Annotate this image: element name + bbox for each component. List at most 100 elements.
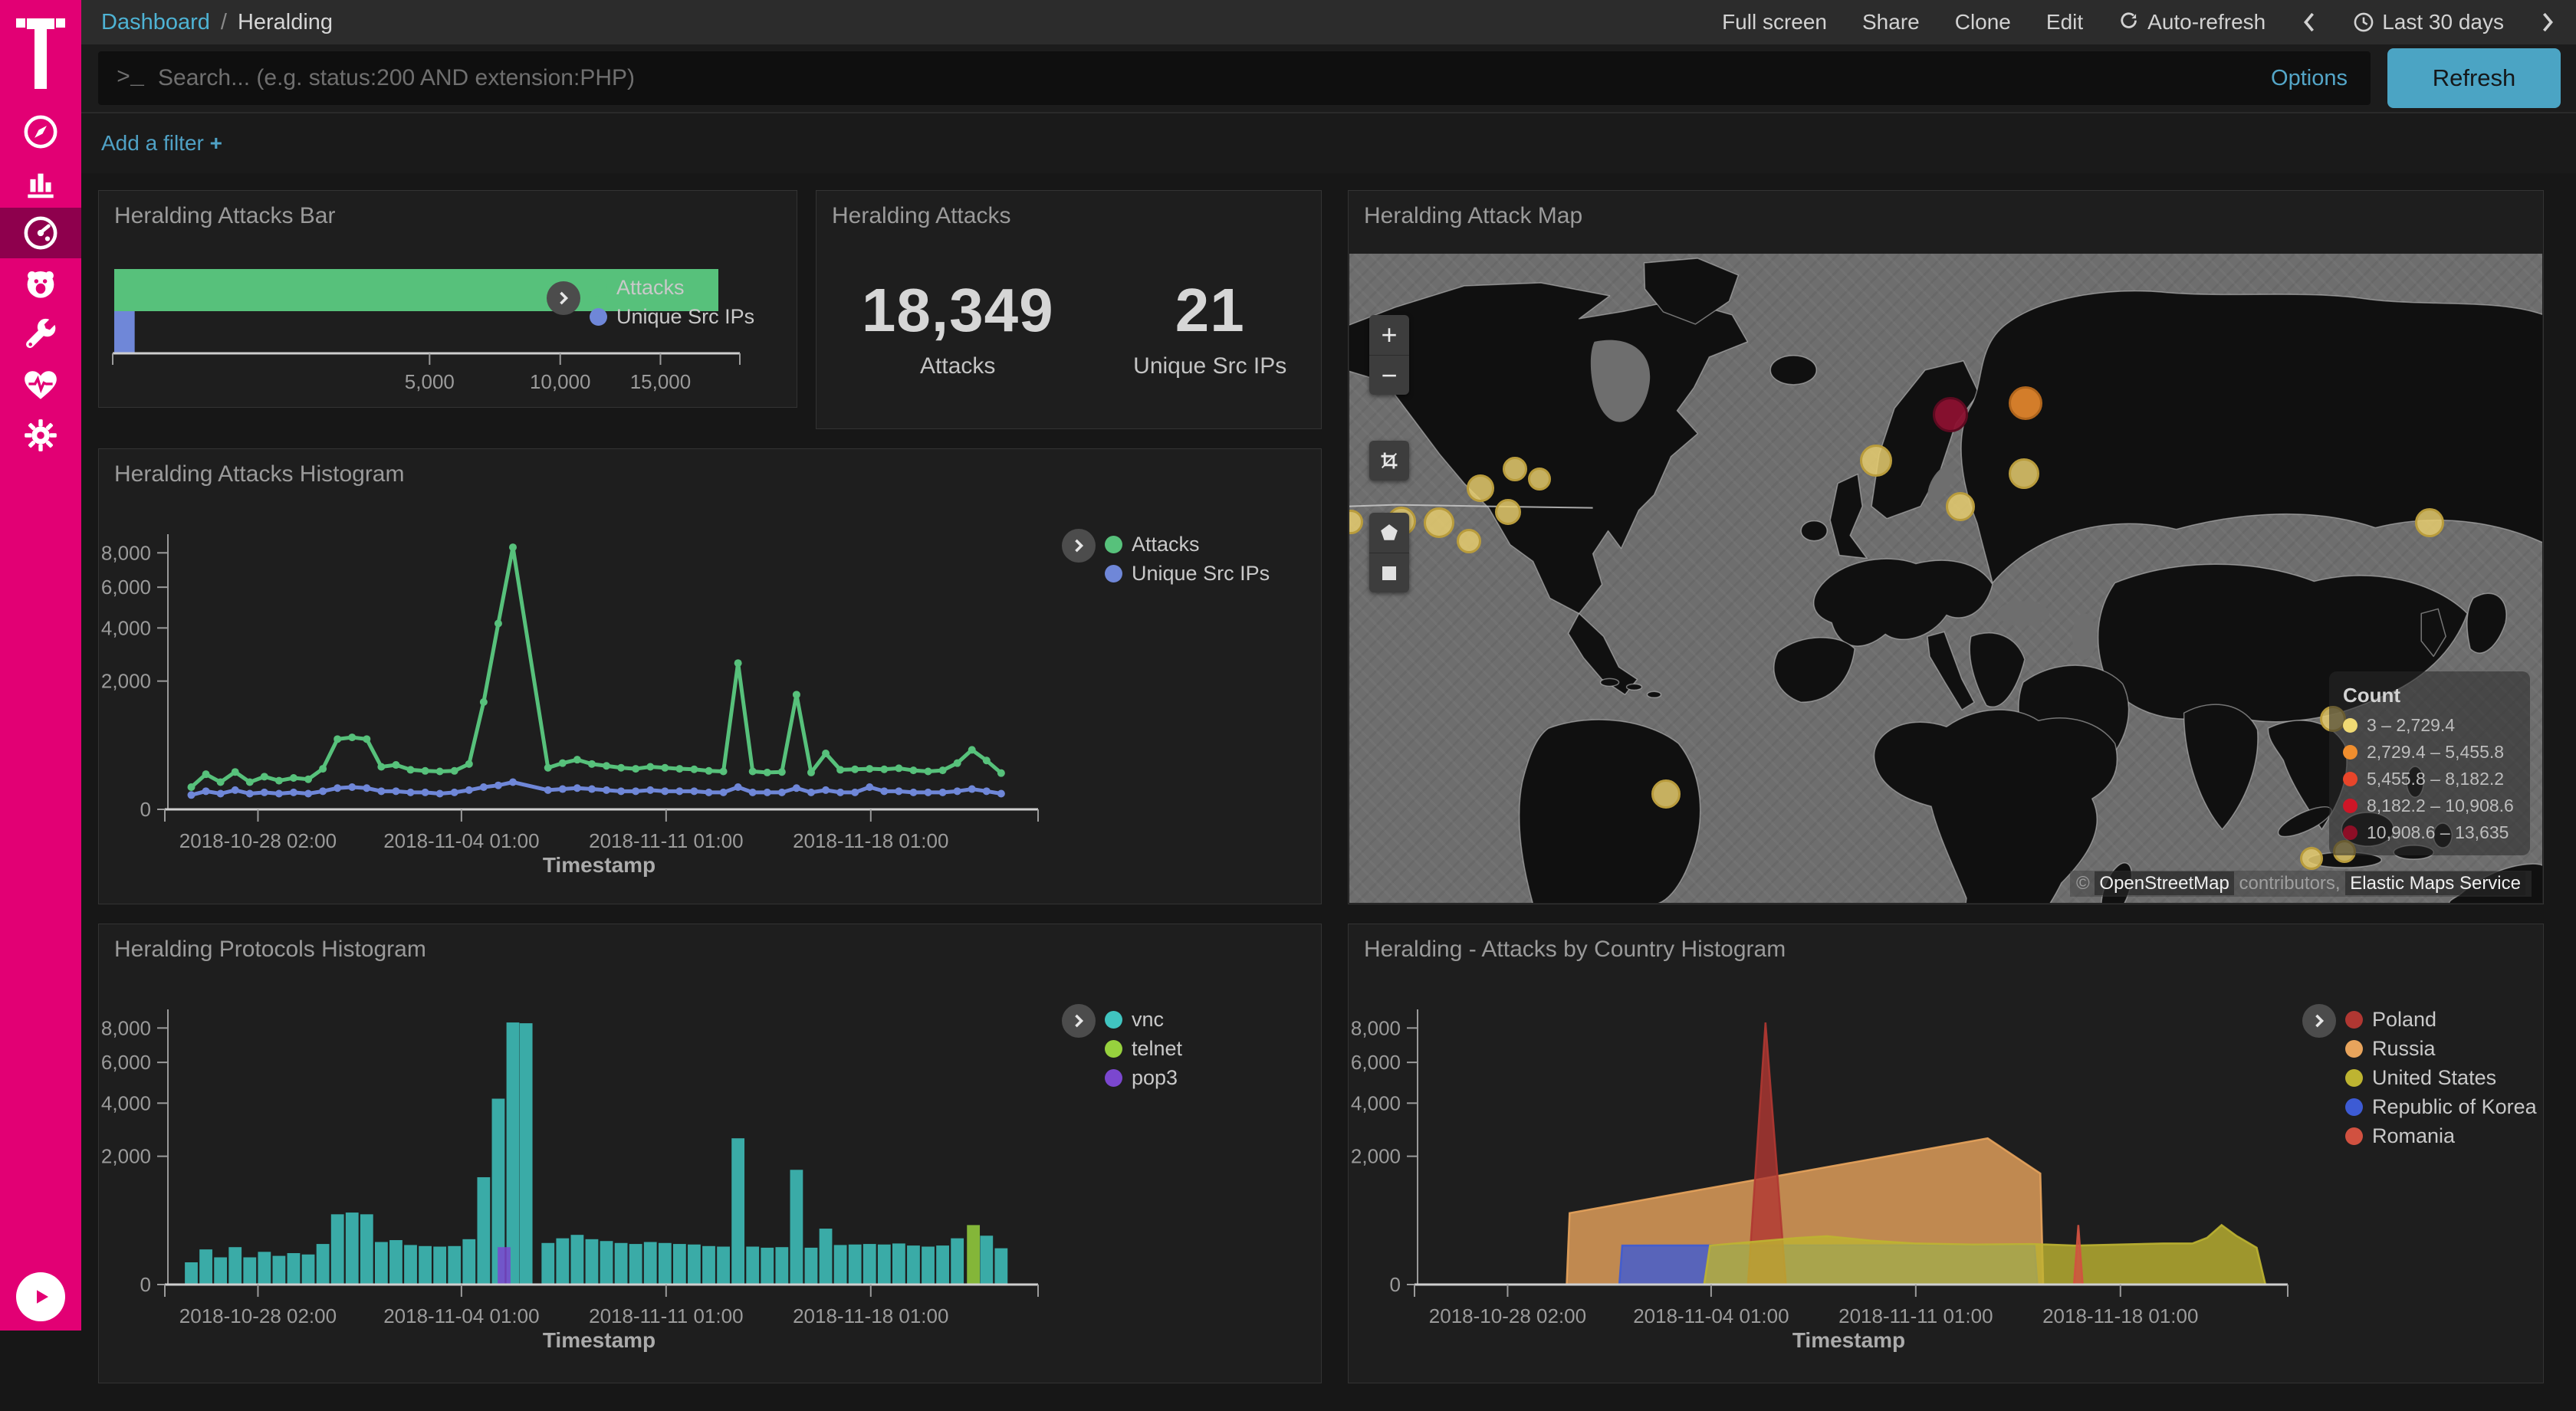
polygon-tool-button[interactable] <box>1369 513 1409 553</box>
zoom-in-button[interactable]: + <box>1369 315 1409 355</box>
attack-circle-low[interactable] <box>2415 508 2444 537</box>
svg-text:2,000: 2,000 <box>101 670 151 693</box>
attack-circle-mid[interactable] <box>2009 386 2042 420</box>
legend-dot <box>1105 536 1122 553</box>
auto-refresh-button[interactable]: Auto-refresh <box>2118 10 2266 34</box>
map-count-legend: Count 3 – 2,729.4 2,729.4 – 5,455.8 5,45… <box>2329 671 2530 855</box>
attack-circle-low[interactable] <box>1528 468 1551 491</box>
add-filter-link[interactable]: Add a filter + <box>101 131 222 156</box>
map-draw-controls <box>1369 513 1409 592</box>
sidebar-item-monitoring[interactable] <box>0 359 81 410</box>
legend-toggle-button[interactable] <box>1062 1004 1096 1038</box>
attack-circle-low[interactable] <box>1424 507 1454 538</box>
chevron-right-icon <box>2309 1011 2329 1031</box>
sidebar-item-visualize[interactable] <box>0 157 81 208</box>
panel-heralding-attacks-metric: Heralding Attacks 18,349 Attacks 21 Uniq… <box>816 190 1322 429</box>
legend-dot <box>2343 745 2358 760</box>
query-input-box[interactable]: >_ Options <box>98 51 2371 105</box>
legend-item[interactable]: Attacks <box>1105 535 1270 553</box>
time-range-picker[interactable]: Last 30 days <box>2353 10 2504 34</box>
bar-chart-icon <box>21 163 60 202</box>
legend-item[interactable]: Attacks <box>590 278 754 297</box>
time-range-forward-button[interactable] <box>2539 11 2556 34</box>
legend-dot <box>590 308 607 326</box>
refresh-button[interactable]: Refresh <box>2387 48 2561 108</box>
rectangle-tool-button[interactable] <box>1369 553 1409 592</box>
legend-item[interactable]: pop3 <box>1105 1068 1182 1087</box>
legend-item[interactable]: Unique Src IPs <box>1105 564 1270 582</box>
attack-circle-low[interactable] <box>2300 847 2323 870</box>
attack-circle-low[interactable] <box>2009 458 2039 489</box>
svg-text:4,000: 4,000 <box>101 1091 151 1114</box>
attack-circle-low[interactable] <box>1946 492 1975 521</box>
attack-circle-low[interactable] <box>1495 499 1521 525</box>
svg-text:2018-11-11 01:00: 2018-11-11 01:00 <box>589 1304 743 1327</box>
time-range-back-button[interactable] <box>2301 11 2318 34</box>
sidebar-item-discover[interactable] <box>0 107 81 157</box>
svg-text:Timestamp: Timestamp <box>543 1328 656 1352</box>
legend-dot <box>2345 1127 2363 1145</box>
search-input[interactable] <box>158 65 2271 91</box>
attack-circle-high[interactable] <box>1933 397 1968 432</box>
map-crop-control <box>1369 441 1409 481</box>
panel-heralding-attacks-histogram: Heralding Attacks Histogram 02,0004,0006… <box>98 448 1322 904</box>
breadcrumb-separator: / <box>221 10 227 35</box>
elastic-maps-service-link[interactable]: Elastic Maps Service <box>2345 871 2525 895</box>
svg-text:2,000: 2,000 <box>1351 1145 1401 1168</box>
panel-heralding-attack-map: Heralding Attack Map <box>1348 190 2544 904</box>
telekom-logo[interactable] <box>0 15 81 92</box>
legend-dot <box>2345 1069 2363 1087</box>
query-prompt-icon: >_ <box>117 65 144 91</box>
top-menu: Full screen Share Clone Edit Auto-refres… <box>1722 10 2556 34</box>
legend-item[interactable]: Unique Src IPs <box>590 307 754 326</box>
svg-text:Timestamp: Timestamp <box>543 853 656 877</box>
attack-circle-low[interactable] <box>1467 474 1494 502</box>
legend-toggle-button[interactable] <box>547 281 580 315</box>
legend-toggle-button[interactable] <box>2302 1004 2336 1038</box>
legend-dot <box>2343 799 2358 813</box>
zoom-out-button[interactable]: − <box>1369 355 1409 395</box>
clone-button[interactable]: Clone <box>1955 10 2011 34</box>
chart-legend: vnc telnet pop3 <box>1105 1010 1182 1087</box>
square-icon <box>1380 564 1398 582</box>
chart-legend: Attacks Unique Src IPs <box>1105 535 1270 582</box>
metric-attacks: 18,349 Attacks <box>816 275 1099 379</box>
share-button[interactable]: Share <box>1862 10 1920 34</box>
gauge-icon <box>21 214 60 252</box>
metric-label: Unique Src IPs <box>1099 353 1321 379</box>
metric-body: 18,349 Attacks 21 Unique Src IPs <box>816 275 1321 379</box>
breadcrumb-dashboard-link[interactable]: Dashboard <box>101 10 210 35</box>
svg-text:2018-11-04 01:00: 2018-11-04 01:00 <box>383 829 539 852</box>
legend-item[interactable]: telnet <box>1105 1039 1182 1058</box>
legend-item[interactable]: Republic of Korea <box>2345 1098 2537 1116</box>
chart-legend: Attacks Unique Src IPs <box>590 278 754 326</box>
svg-text:8,000: 8,000 <box>1351 1016 1401 1039</box>
edit-button[interactable]: Edit <box>2046 10 2083 34</box>
legend-toggle-button[interactable] <box>1062 529 1096 563</box>
top-navigation-bar: Dashboard / Heralding Full screen Share … <box>81 0 2576 44</box>
sidebar-collapse-button[interactable] <box>16 1272 65 1321</box>
svg-text:0: 0 <box>1390 1273 1401 1296</box>
legend-item[interactable]: Russia <box>2345 1039 2537 1058</box>
map-zoom-controls: + − <box>1369 315 1409 395</box>
crop-tool-button[interactable] <box>1369 441 1409 481</box>
metric-unique-src-ips: 21 Unique Src IPs <box>1099 275 1321 379</box>
sidebar-item-management[interactable] <box>0 410 81 461</box>
panel-title: Heralding Attacks <box>832 203 1010 229</box>
sidebar-item-dev-tools[interactable] <box>0 309 81 359</box>
attack-circle-low[interactable] <box>1457 529 1481 553</box>
attack-circle-low[interactable] <box>1503 457 1527 481</box>
attack-circle-low[interactable] <box>1860 445 1892 477</box>
legend-item[interactable]: Poland <box>2345 1010 2537 1029</box>
world-map[interactable]: + − Co <box>1349 254 2542 903</box>
openstreetmap-link[interactable]: OpenStreetMap <box>2095 871 2233 895</box>
legend-item[interactable]: vnc <box>1105 1010 1182 1029</box>
sidebar-item-timelion[interactable] <box>0 258 81 309</box>
query-options-link[interactable]: Options <box>2271 66 2348 91</box>
legend-item[interactable]: Romania <box>2345 1127 2537 1145</box>
sidebar-item-dashboard[interactable] <box>0 208 81 258</box>
legend-item[interactable]: United States <box>2345 1068 2537 1087</box>
attack-circle-low[interactable] <box>1651 779 1681 809</box>
chevron-right-icon <box>1069 1011 1089 1031</box>
full-screen-button[interactable]: Full screen <box>1722 10 1827 34</box>
